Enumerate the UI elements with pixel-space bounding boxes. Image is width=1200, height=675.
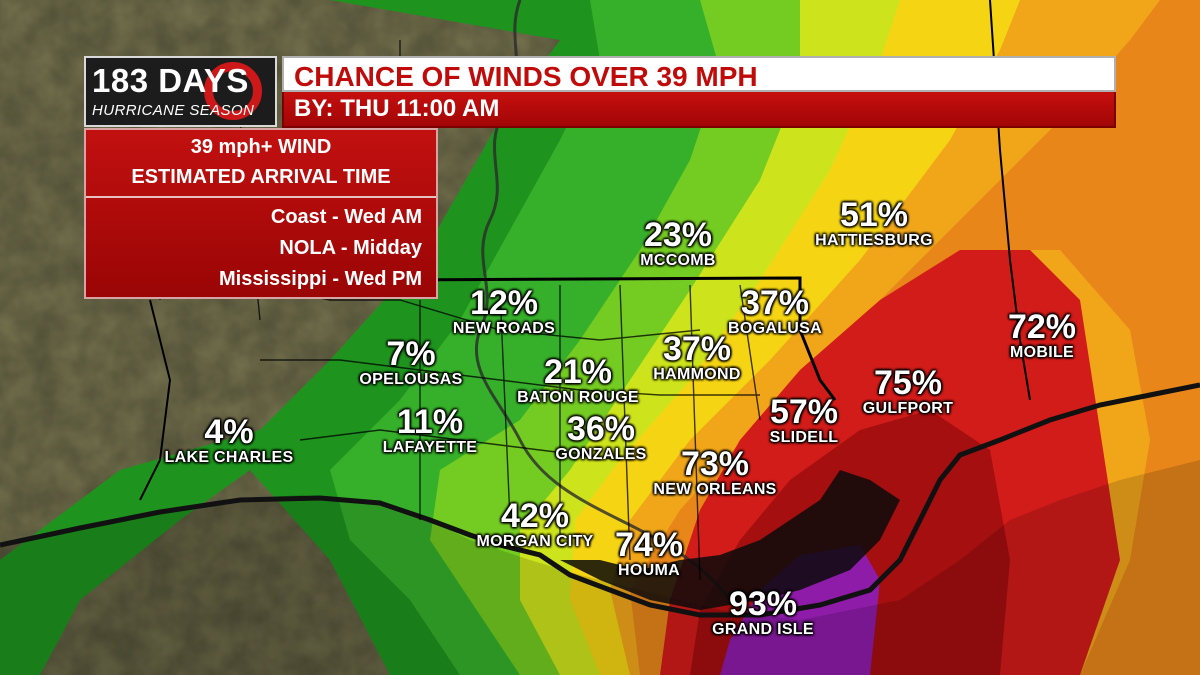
city-pct: 73% <box>680 445 750 483</box>
city-pct: 42% <box>500 497 570 535</box>
city-label-lake-charles: 4% LAKE CHARLES <box>165 415 294 466</box>
city-pct: 7% <box>386 335 436 373</box>
arrival-time-box: 39 mph+ WIND ESTIMATED ARRIVAL TIME Coas… <box>84 128 438 299</box>
city-name: LAKE CHARLES <box>164 449 294 466</box>
subtitle-bar: BY: THU 11:00 AM <box>282 92 1116 128</box>
station-logo: 183 DAYS HURRICANE SEASON <box>84 56 277 127</box>
city-name: NEW ORLEANS <box>653 481 777 498</box>
city-name: NEW ROADS <box>452 320 556 337</box>
city-name: MCCOMB <box>640 252 716 269</box>
city-label-mobile: 72% MOBILE <box>1008 310 1076 361</box>
arrival-item-mississippi: Mississippi - Wed PM <box>219 268 422 290</box>
arrival-time-header: 39 mph+ WIND ESTIMATED ARRIVAL TIME <box>86 130 436 198</box>
city-pct: 37% <box>740 284 810 322</box>
title-bar: CHANCE OF WINDS OVER 39 MPH <box>282 56 1116 92</box>
city-pct: 23% <box>643 216 713 254</box>
city-label-new-roads: 12% NEW ROADS <box>453 286 555 337</box>
arrival-header-line-1: 39 mph+ WIND <box>190 136 332 158</box>
logo-main-text: 183 DAYS <box>92 62 249 99</box>
arrival-item-nola: NOLA - Midday <box>279 237 422 259</box>
city-label-morgan-city: 42% MORGAN CITY <box>476 499 593 550</box>
city-name: HOUMA <box>618 562 680 579</box>
coastline <box>0 382 1200 618</box>
city-pct: 36% <box>566 410 636 448</box>
city-name: HAMMOND <box>653 366 741 383</box>
city-name: SLIDELL <box>769 429 839 446</box>
city-pct: 21% <box>543 353 613 391</box>
city-label-hattiesburg: 51% HATTIESBURG <box>815 198 933 249</box>
state-line-ms <box>389 276 837 401</box>
gulf-water <box>0 460 1200 675</box>
city-pct: 72% <box>1007 308 1077 346</box>
city-pct: 12% <box>469 284 539 322</box>
city-pct: 74% <box>614 526 684 564</box>
city-label-opelousas: 7% OPELOUSAS <box>359 337 462 388</box>
city-label-hammond: 37% HAMMOND <box>653 332 740 383</box>
logo-ring-icon <box>204 62 262 120</box>
state-line-tx <box>139 299 172 501</box>
city-pct: 51% <box>839 196 909 234</box>
city-name: BATON ROUGE <box>517 389 639 406</box>
band-orange <box>630 0 1200 675</box>
city-pct: 93% <box>728 585 798 623</box>
city-name: LAFAYETTE <box>382 439 478 456</box>
city-label-gulfport: 75% GULFPORT <box>863 366 953 417</box>
logo-sub-text: HURRICANE SEASON <box>92 102 255 119</box>
city-label-mccomb: 23% MCCOMB <box>640 218 716 269</box>
arrival-item-coast: Coast - Wed AM <box>270 206 422 228</box>
city-label-lafayette: 11% LAFAYETTE <box>383 405 478 456</box>
city-label-gonzales: 36% GONZALES <box>555 412 646 463</box>
map-subtitle: BY: THU 11:00 AM <box>294 95 500 122</box>
map-title: CHANCE OF WINDS OVER 39 MPH <box>294 61 758 92</box>
city-name: GULFPORT <box>862 400 954 417</box>
city-pct: 11% <box>396 403 464 441</box>
city-pct: 37% <box>662 330 732 368</box>
city-label-new-orleans: 73% NEW ORLEANS <box>653 447 776 498</box>
city-name: OPELOUSAS <box>359 371 463 388</box>
city-label-baton-rouge: 21% BATON ROUGE <box>517 355 639 406</box>
city-label-grand-isle: 93% GRAND ISLE <box>712 587 814 638</box>
city-name: MOBILE <box>1009 344 1075 361</box>
city-pct: 75% <box>873 364 943 402</box>
arrival-header-line-2: ESTIMATED ARRIVAL TIME <box>131 166 391 188</box>
city-name: GONZALES <box>555 446 647 463</box>
city-pct: 57% <box>769 393 839 431</box>
city-name: BOGALUSA <box>728 320 822 337</box>
city-label-houma: 74% HOUMA <box>615 528 683 579</box>
city-name: MORGAN CITY <box>476 533 594 550</box>
city-label-slidell: 57% SLIDELL <box>770 395 839 446</box>
city-name: HATTIESBURG <box>815 232 933 249</box>
city-label-bogalusa: 37% BOGALUSA <box>728 286 822 337</box>
marsh <box>560 470 900 610</box>
city-pct: 4% <box>204 413 254 451</box>
city-name: GRAND ISLE <box>712 621 814 638</box>
